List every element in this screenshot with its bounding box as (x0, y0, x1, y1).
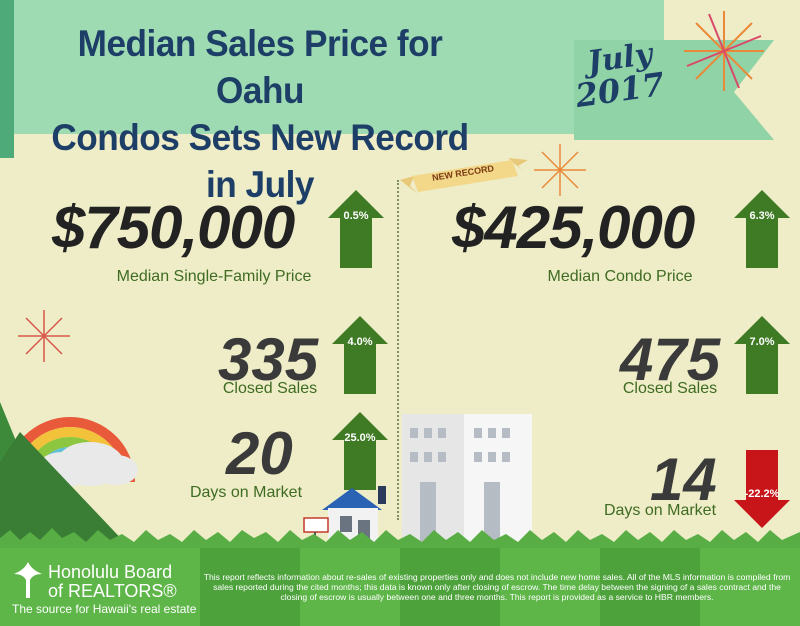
down-arrow-icon (734, 450, 790, 528)
single-family-sales-arrow: 4.0% (332, 316, 388, 394)
up-arrow-icon (734, 316, 790, 394)
up-arrow-icon (332, 316, 388, 394)
disclaimer-text: This report reflects information about r… (203, 572, 791, 602)
footer-bar (0, 548, 800, 626)
single-family-sales-change: 4.0% (347, 336, 373, 348)
condo-price-arrow: 6.3% (734, 190, 790, 268)
condo-price-label: Median Condo Price (547, 268, 693, 285)
condo-sales-arrow: 7.0% (734, 316, 790, 394)
condo-days-label: Days on Market (603, 502, 717, 519)
single-family-price-change: 0.5% (343, 210, 369, 222)
single-family-sales-label: Closed Sales (222, 380, 318, 397)
hbr-logo-icon (14, 562, 42, 598)
single-family-days-on-market: 20 (226, 420, 293, 487)
up-arrow-icon (328, 190, 384, 268)
hbr-logo-text: Honolulu Board of REALTORS® (48, 563, 177, 601)
title-line-1: Median Sales Price for Oahu (77, 23, 443, 111)
single-family-days-arrow: 25.0% (332, 412, 388, 490)
grass-strip (0, 528, 800, 550)
condo-days-change: -22.2% (744, 488, 780, 500)
single-family-price: $750,000 (52, 194, 295, 261)
condo-sales-label: Closed Sales (622, 380, 718, 397)
banner-ribbon-edge (0, 0, 14, 158)
condo-closed-sales: 475 (620, 326, 721, 393)
new-record-ribbon (400, 158, 528, 194)
condo-building-icon (402, 414, 532, 548)
firework-left-icon (18, 310, 70, 362)
column-divider (397, 180, 399, 520)
page-title: Median Sales Price for Oahu Condos Sets … (32, 20, 488, 208)
condo-days-arrow: -22.2% (734, 450, 790, 528)
single-family-price-arrow: 0.5% (328, 190, 384, 268)
logo-line-1: Honolulu Board (48, 562, 173, 582)
house-icon (303, 486, 386, 548)
single-family-price-label: Median Single-Family Price (116, 268, 312, 285)
condo-days-on-market: 14 (650, 446, 717, 513)
up-arrow-icon (332, 412, 388, 490)
condo-price: $425,000 (452, 194, 695, 261)
rainbow-mountain-illustration (0, 402, 138, 548)
firework-small-icon (534, 144, 586, 196)
firework-icon (684, 11, 764, 91)
condo-sales-change: 7.0% (749, 336, 775, 348)
condo-price-change: 6.3% (749, 210, 775, 222)
single-family-days-change: 25.0% (344, 432, 376, 444)
logo-line-2: of REALTORS® (48, 581, 177, 601)
up-arrow-icon (734, 190, 790, 268)
single-family-days-label: Days on Market (189, 484, 303, 501)
title-line-2: Condos Sets New Record in July (51, 117, 469, 205)
logo-tagline: The source for Hawaii's real estate (12, 602, 197, 616)
single-family-closed-sales: 335 (218, 326, 319, 393)
